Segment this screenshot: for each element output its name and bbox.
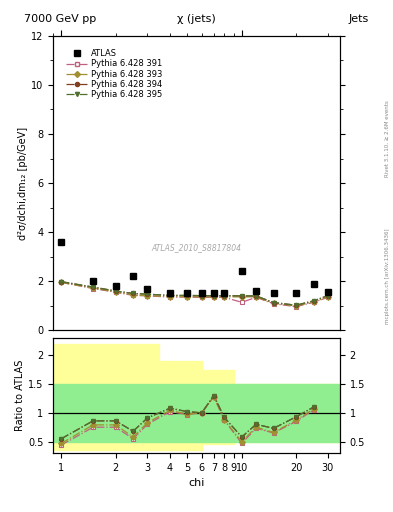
Text: Rivet 3.1.10, ≥ 2.6M events: Rivet 3.1.10, ≥ 2.6M events: [385, 100, 389, 177]
Pythia 6.428 395: [59, 279, 64, 285]
Pythia 6.428 391: [254, 294, 259, 301]
Text: ATLAS_2010_S8817804: ATLAS_2010_S8817804: [151, 243, 242, 252]
Pythia 6.428 393: [254, 294, 259, 300]
Line: Pythia 6.428 395: Pythia 6.428 395: [59, 280, 330, 307]
Pythia 6.428 395: [222, 292, 227, 298]
Pythia 6.428 391: [145, 293, 150, 299]
Pythia 6.428 395: [199, 292, 204, 298]
Pythia 6.428 395: [311, 298, 316, 304]
Pythia 6.428 394: [59, 279, 64, 285]
Line: Pythia 6.428 394: Pythia 6.428 394: [59, 280, 330, 307]
Pythia 6.428 391: [325, 294, 330, 301]
Pythia 6.428 391: [311, 299, 316, 305]
Pythia 6.428 393: [167, 293, 172, 300]
ATLAS: [131, 273, 136, 280]
Pythia 6.428 391: [199, 294, 204, 301]
Pythia 6.428 395: [211, 292, 216, 298]
Pythia 6.428 393: [211, 294, 216, 300]
Pythia 6.428 394: [199, 292, 204, 298]
Pythia 6.428 394: [271, 300, 276, 306]
Pythia 6.428 394: [311, 298, 316, 304]
Pythia 6.428 391: [131, 292, 136, 298]
ATLAS: [239, 268, 244, 274]
Y-axis label: d²σ/dchi,dm₁₂ [pb/GeV]: d²σ/dchi,dm₁₂ [pb/GeV]: [18, 126, 28, 240]
ATLAS: [254, 288, 259, 294]
Pythia 6.428 391: [271, 301, 276, 307]
Pythia 6.428 395: [91, 284, 95, 290]
Pythia 6.428 391: [59, 280, 64, 286]
Pythia 6.428 393: [271, 300, 276, 306]
Pythia 6.428 395: [167, 292, 172, 298]
ATLAS: [59, 239, 64, 245]
Pythia 6.428 393: [311, 299, 316, 305]
Pythia 6.428 394: [222, 292, 227, 298]
Pythia 6.428 395: [131, 290, 136, 296]
ATLAS: [222, 290, 227, 296]
Pythia 6.428 393: [145, 292, 150, 298]
ATLAS: [91, 278, 95, 284]
Text: Jets: Jets: [348, 14, 369, 24]
Legend: ATLAS, Pythia 6.428 391, Pythia 6.428 393, Pythia 6.428 394, Pythia 6.428 395: ATLAS, Pythia 6.428 391, Pythia 6.428 39…: [63, 46, 166, 102]
Pythia 6.428 395: [113, 288, 118, 294]
Pythia 6.428 395: [294, 302, 298, 308]
ATLAS: [294, 290, 298, 296]
Pythia 6.428 395: [254, 293, 259, 299]
Line: Pythia 6.428 393: Pythia 6.428 393: [59, 280, 330, 308]
ATLAS: [211, 290, 216, 296]
Pythia 6.428 393: [239, 294, 244, 300]
Pythia 6.428 395: [271, 300, 276, 306]
Pythia 6.428 391: [185, 294, 190, 300]
Pythia 6.428 394: [294, 302, 298, 308]
Text: 7000 GeV pp: 7000 GeV pp: [24, 14, 97, 24]
Y-axis label: Ratio to ATLAS: Ratio to ATLAS: [15, 360, 25, 431]
Pythia 6.428 393: [199, 294, 204, 300]
Pythia 6.428 391: [211, 294, 216, 301]
Pythia 6.428 394: [167, 292, 172, 298]
Pythia 6.428 393: [325, 294, 330, 300]
Pythia 6.428 394: [145, 291, 150, 297]
ATLAS: [113, 283, 118, 289]
Pythia 6.428 391: [167, 294, 172, 300]
X-axis label: chi: chi: [188, 478, 205, 488]
Line: ATLAS: ATLAS: [58, 239, 331, 296]
Pythia 6.428 393: [59, 280, 64, 286]
Pythia 6.428 394: [239, 293, 244, 299]
Pythia 6.428 394: [325, 292, 330, 298]
Pythia 6.428 395: [325, 292, 330, 298]
Pythia 6.428 395: [185, 292, 190, 298]
Pythia 6.428 395: [145, 291, 150, 297]
Pythia 6.428 391: [91, 286, 95, 292]
Pythia 6.428 393: [222, 294, 227, 300]
Pythia 6.428 393: [294, 303, 298, 309]
Pythia 6.428 391: [113, 289, 118, 295]
Pythia 6.428 394: [91, 284, 95, 290]
Pythia 6.428 394: [185, 292, 190, 298]
ATLAS: [145, 286, 150, 292]
Pythia 6.428 394: [131, 290, 136, 296]
Pythia 6.428 391: [222, 294, 227, 301]
Line: Pythia 6.428 391: Pythia 6.428 391: [59, 280, 330, 309]
ATLAS: [271, 290, 276, 296]
Pythia 6.428 393: [185, 293, 190, 300]
Pythia 6.428 393: [131, 292, 136, 298]
ATLAS: [199, 290, 204, 296]
Pythia 6.428 394: [113, 288, 118, 294]
Pythia 6.428 394: [254, 293, 259, 299]
Pythia 6.428 391: [239, 299, 244, 305]
Pythia 6.428 395: [239, 293, 244, 299]
ATLAS: [167, 290, 172, 296]
ATLAS: [325, 289, 330, 295]
ATLAS: [311, 281, 316, 287]
Pythia 6.428 391: [294, 304, 298, 310]
Pythia 6.428 393: [91, 285, 95, 291]
ATLAS: [185, 290, 190, 296]
Pythia 6.428 394: [211, 292, 216, 298]
Pythia 6.428 393: [113, 289, 118, 295]
Text: mcplots.cern.ch [arXiv:1306.3436]: mcplots.cern.ch [arXiv:1306.3436]: [385, 229, 389, 324]
Text: χ (jets): χ (jets): [177, 14, 216, 24]
